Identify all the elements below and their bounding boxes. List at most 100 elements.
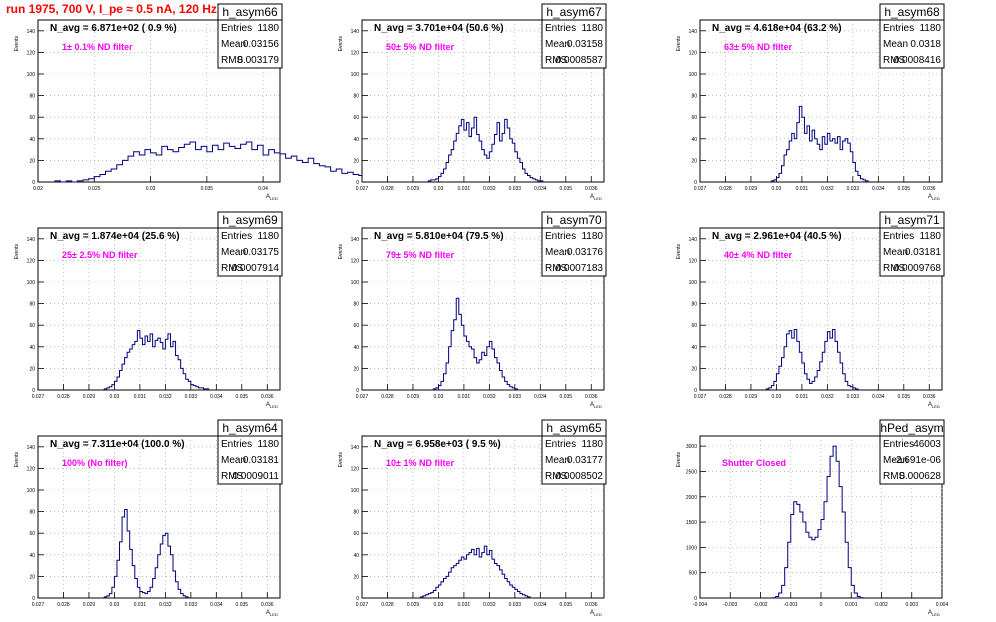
histogram-title: h_asym66 bbox=[222, 5, 278, 19]
x-tick-label: 0.035 bbox=[898, 394, 911, 400]
stats-box bbox=[217, 211, 283, 277]
stats-mean-label: Mean bbox=[883, 455, 908, 466]
y-tick-label: 0 bbox=[32, 388, 35, 394]
x-tick-label: 0.032 bbox=[483, 394, 496, 400]
histogram-series-line bbox=[772, 445, 864, 599]
y-tick-label: 120 bbox=[351, 258, 360, 264]
y-tick-label: 80 bbox=[353, 94, 359, 100]
x-tick-label: 0.004 bbox=[936, 602, 949, 608]
y-tick-label: 0 bbox=[356, 388, 359, 394]
y-tick-label: 140 bbox=[351, 237, 360, 243]
n-avg-label: N_avg = 7.311e+04 (100.0 %) bbox=[50, 439, 185, 450]
stats-rms-value: 0.0009768 bbox=[894, 263, 942, 274]
x-tick-label: 0.027 bbox=[694, 394, 707, 400]
stats-rms-label: RMS bbox=[883, 471, 906, 482]
x-tick-label: 0.04 bbox=[258, 186, 268, 192]
x-axis-title: ALED bbox=[590, 194, 602, 201]
x-tick-label: 0.027 bbox=[32, 394, 45, 400]
y-tick-label: 40 bbox=[691, 137, 697, 143]
y-axis-title: Events bbox=[338, 36, 344, 52]
x-tick-label: 0.034 bbox=[534, 602, 547, 608]
y-tick-label: 60 bbox=[691, 323, 697, 329]
y-tick-label: 80 bbox=[353, 302, 359, 308]
x-tick-label: -0.001 bbox=[784, 602, 798, 608]
histogram-title: h_asym68 bbox=[884, 5, 940, 19]
y-tick-label: 40 bbox=[29, 553, 35, 559]
stats-rms-value: 0.0007183 bbox=[556, 263, 604, 274]
y-tick-label: 60 bbox=[29, 323, 35, 329]
page-title: run 1975, 700 V, I_pe ≈ 0.5 nA, 120 Hz bbox=[6, 2, 217, 16]
y-axis-title: Events bbox=[338, 244, 344, 260]
x-tick-label: 0.003 bbox=[905, 602, 918, 608]
x-tick-label: 0.027 bbox=[356, 394, 369, 400]
x-tick-label: 0.028 bbox=[719, 186, 732, 192]
x-tick-label: 0.033 bbox=[509, 186, 522, 192]
stats-entries-value: 1180 bbox=[257, 23, 279, 34]
x-tick-label: 0.035 bbox=[236, 394, 249, 400]
x-tick-label: 0.025 bbox=[88, 186, 101, 192]
filter-annotation: 100% (No filter) bbox=[62, 458, 128, 468]
y-tick-label: 140 bbox=[27, 237, 36, 243]
x-tick-label: 0.032 bbox=[821, 394, 834, 400]
y-tick-label: 40 bbox=[353, 553, 359, 559]
x-tick-label: 0.03 bbox=[434, 186, 444, 192]
histogram-title: h_asym65 bbox=[546, 421, 602, 435]
x-axis-title: ALED bbox=[928, 610, 940, 617]
n-avg-label: N_avg = 3.701e+04 (50.6 %) bbox=[374, 23, 504, 34]
y-tick-label: 40 bbox=[691, 345, 697, 351]
stats-mean-value: 0.03181 bbox=[905, 247, 942, 258]
x-tick-label: 0.034 bbox=[534, 394, 547, 400]
stats-rms-label: RMS bbox=[883, 55, 906, 66]
stats-mean-label: Mean bbox=[221, 247, 246, 258]
y-tick-label: 60 bbox=[691, 115, 697, 121]
y-tick-label: 40 bbox=[29, 345, 35, 351]
x-tick-label: 0.027 bbox=[32, 602, 45, 608]
y-tick-label: 80 bbox=[691, 94, 697, 100]
stats-rms-label: RMS bbox=[545, 263, 568, 274]
n-avg-label: N_avg = 2.961e+04 (40.5 %) bbox=[712, 231, 842, 242]
x-tick-label: -0.002 bbox=[753, 602, 767, 608]
stats-entries-value: 1180 bbox=[581, 23, 603, 34]
x-tick-label: 0.035 bbox=[560, 394, 573, 400]
y-tick-label: 40 bbox=[353, 345, 359, 351]
x-axis-title: ALED bbox=[590, 402, 602, 409]
histogram-panel: 0 20 40 60 80 100 120 140 0.027 0.028 0.029 0.03 0.0… bbox=[14, 419, 283, 617]
x-tick-label: 0 bbox=[820, 602, 823, 608]
stats-rms-value: 0.0009011 bbox=[232, 471, 279, 482]
x-tick-label: 0.036 bbox=[923, 394, 936, 400]
histogram-series-line bbox=[432, 297, 518, 390]
stats-mean-value: 0.03177 bbox=[567, 455, 604, 466]
histogram-panel: 0 20 40 60 80 100 120 140 0.027 0.028 0.029 0.03 0.0… bbox=[338, 419, 607, 617]
x-tick-label: 0.002 bbox=[875, 602, 888, 608]
x-tick-label: 0.033 bbox=[509, 602, 522, 608]
histogram-title: h_asym70 bbox=[546, 213, 602, 227]
x-tick-label: 0.027 bbox=[356, 186, 369, 192]
x-tick-label: 0.028 bbox=[381, 186, 394, 192]
y-tick-label: 80 bbox=[691, 302, 697, 308]
stats-entries-label: Entries bbox=[883, 23, 914, 34]
x-tick-label: 0.028 bbox=[57, 394, 70, 400]
stats-entries-label: Entries bbox=[221, 231, 252, 242]
y-tick-label: 140 bbox=[27, 29, 36, 35]
stats-box bbox=[541, 3, 607, 69]
y-tick-label: 500 bbox=[689, 571, 698, 577]
n-avg-label: N_avg = 1.874e+04 (25.6 %) bbox=[50, 231, 180, 242]
stats-entries-label: Entries bbox=[883, 439, 914, 450]
x-tick-label: 0.03 bbox=[434, 394, 444, 400]
x-tick-label: 0.028 bbox=[381, 602, 394, 608]
y-tick-label: 140 bbox=[351, 445, 360, 451]
x-tick-label: 0.031 bbox=[796, 186, 809, 192]
x-tick-label: 0.031 bbox=[796, 394, 809, 400]
n-avg-label: N_avg = 6.958e+03 ( 9.5 %) bbox=[374, 439, 501, 450]
x-tick-label: 0.032 bbox=[483, 602, 496, 608]
y-tick-label: 1000 bbox=[686, 545, 697, 551]
x-axis-title: ALED bbox=[266, 194, 278, 201]
histogram-panel: 0 20 40 60 80 100 120 140 0.027 0.028 0.029 0.03 0.0… bbox=[676, 3, 945, 201]
histogram-panel: 0 20 40 60 80 100 120 140 0.02 0.025 0.03 0.035 0.04… bbox=[14, 3, 421, 201]
y-tick-label: 0 bbox=[694, 596, 697, 602]
filter-annotation: 63± 5% ND filter bbox=[724, 42, 792, 52]
y-tick-label: 60 bbox=[29, 531, 35, 537]
n-avg-label: N_avg = 6.871e+02 ( 0.9 %) bbox=[50, 23, 177, 34]
y-tick-label: 20 bbox=[29, 574, 35, 580]
n-avg-label: N_avg = 5.810e+04 (79.5 %) bbox=[374, 231, 504, 242]
